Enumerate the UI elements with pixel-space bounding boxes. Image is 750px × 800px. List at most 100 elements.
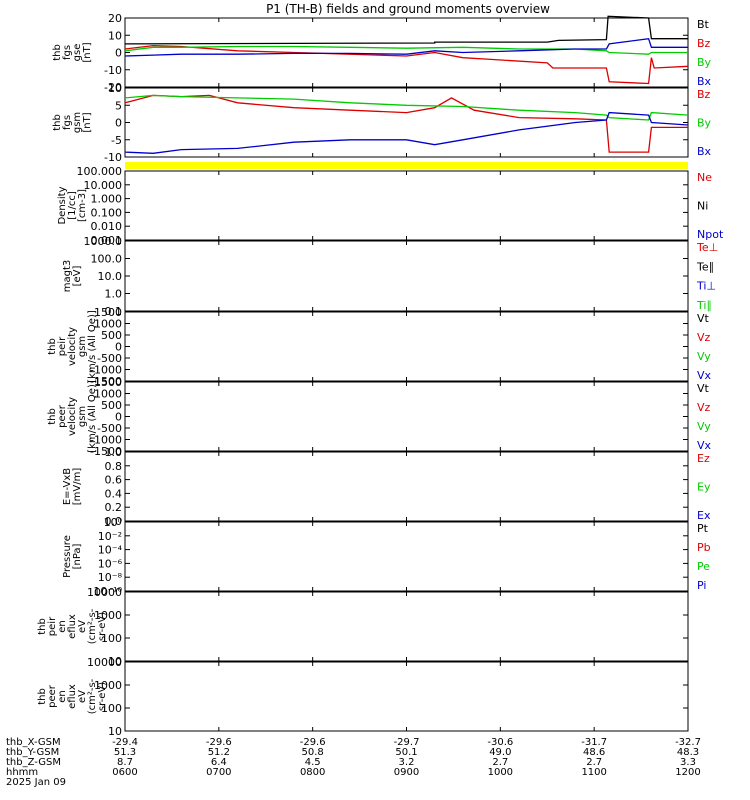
panel-10: 10000 1000 100 10thbpeerenefluxeV(cm²-s-sr-… (37, 656, 689, 738)
legend-label: Ni (697, 200, 708, 213)
x-row-value: 1100 (581, 767, 606, 778)
y-tick-label: 0 (115, 341, 122, 354)
y-tick-label: -20 (104, 81, 122, 94)
y-tick-label: 0.6 (105, 474, 123, 487)
panel-frame (124, 521, 689, 592)
legend-label: Vt (697, 312, 710, 325)
legend-label: Te⊥ (696, 241, 718, 254)
x-row-value: 0900 (394, 767, 419, 778)
y-axis-label: thbpeervelocitygsm[km/s (All Qe)] (47, 380, 98, 453)
x-row-value: 6.4 (211, 757, 227, 768)
y-tick-label: 0.8 (105, 460, 123, 473)
legend-label: Ti∥ (696, 299, 712, 312)
y-tick-label: 100.0 (91, 253, 123, 266)
y-tick-label: 1.0 (105, 288, 123, 301)
y-tick-label: 0.4 (105, 487, 123, 500)
legend-label: By (697, 117, 712, 130)
legend-label: Vx (697, 369, 712, 382)
y-tick-label: 1500 (94, 376, 122, 389)
panel-frame (124, 451, 689, 522)
y-tick-label: -500 (97, 422, 122, 435)
legend-label: Bz (697, 88, 711, 101)
legend-label: Bx (697, 145, 712, 158)
legend-label: Pe (697, 560, 710, 573)
legend-label: Te∥ (696, 260, 714, 273)
legend-label: Bt (697, 18, 710, 31)
x-row-value: -29.4 (112, 737, 138, 748)
y-tick-label: 20 (108, 12, 122, 25)
y-tick-label: 0.001 (91, 234, 123, 247)
y-axis-label: E=-VxB[mV/m] (62, 468, 83, 506)
y-tick-label: 0.0 (105, 515, 123, 528)
y-tick-label: 0 (115, 411, 122, 424)
panel-frame (124, 240, 689, 312)
y-tick-label: 1.000 (91, 193, 123, 206)
y-tick-label: 1.0 (105, 446, 123, 459)
x-row-value: -31.7 (581, 737, 607, 748)
panel-5: 1500 10005000-500-1000-1500thbpeirvelocit… (47, 306, 712, 388)
x-row-value: 0600 (112, 767, 137, 778)
y-axis-label: thbpeirenefluxeV(cm²-s-sr-eV) (37, 608, 108, 644)
legend-label: Pi (697, 579, 706, 592)
legend-label: Npot (697, 228, 724, 241)
x-row-value: 4.5 (305, 757, 321, 768)
y-axis-label: thbpeirvelocitygsm[km/s (All Qe)] (47, 310, 98, 383)
legend-label: Pt (697, 522, 709, 535)
legend-label: Ey (697, 481, 711, 494)
y-tick-label: 10⁻⁶ (98, 557, 123, 570)
x-row-value: 51.3 (114, 747, 136, 758)
legend-label: Ex (697, 509, 711, 522)
series-line-red (124, 44, 689, 85)
legend-label: Vt (697, 382, 710, 395)
y-tick-label: 0.2 (105, 501, 123, 514)
y-tick-label: 0.010 (91, 220, 123, 233)
y-tick-label: 10⁻² (98, 530, 122, 543)
y-tick-label: -10 (104, 151, 122, 164)
x-row-value: 48.3 (677, 747, 699, 758)
x-row-label: thb_Z-GSM (6, 757, 61, 768)
panel-frame (124, 17, 689, 88)
y-tick-label: 1000.0 (84, 235, 123, 248)
x-row-value: 49.0 (489, 747, 511, 758)
legend-label: Pb (697, 541, 711, 554)
y-tick-label: -1000 (90, 364, 122, 377)
y-tick-label: 10⁰ (104, 516, 123, 529)
panel-frame (124, 170, 689, 241)
panel-2: 10 5 0 -5 -10 thbfgsgsm[nT] Bz By Bx (52, 82, 712, 164)
x-row-value: 51.2 (208, 747, 230, 758)
y-tick-label: -1000 (90, 434, 122, 447)
y-tick-label: 10⁻¹⁰ (93, 585, 122, 598)
y-tick-label: -500 (97, 352, 122, 365)
panel-frame (124, 381, 689, 452)
y-tick-label: 1000 (94, 388, 122, 401)
y-tick-label: 0 (115, 47, 122, 60)
y-tick-label: 10⁻⁸ (98, 571, 123, 584)
y-tick-label: -1500 (90, 375, 122, 388)
y-axis-label: thbfgsgse[nT] (52, 42, 93, 62)
date-label: 2025 Jan 09 (6, 777, 66, 788)
y-axis-label: Density[1/cc][cm-3] (57, 186, 88, 224)
y-tick-label: 500 (101, 329, 122, 342)
panel-frame (124, 311, 689, 382)
y-axis-label: Pressure[nPa] (62, 535, 83, 578)
series-line-black (124, 15, 688, 45)
x-row-value: 50.8 (302, 747, 324, 758)
x-row-value: 48.6 (583, 747, 605, 758)
y-tick-label: 0 (115, 117, 122, 130)
series-line-green (124, 94, 689, 121)
x-row-value: 0800 (300, 767, 325, 778)
y-tick-label: 10.000 (84, 179, 123, 192)
x-row-value: 3.2 (399, 757, 415, 768)
legend-label: Bz (697, 37, 711, 50)
y-tick-label: 1000 (94, 318, 122, 331)
y-tick-label: -1500 (90, 445, 122, 458)
legend-label: Bx (697, 75, 712, 88)
x-row-value: -30.6 (487, 737, 513, 748)
y-tick-label: 0.1 (105, 305, 123, 318)
x-row-value: 50.1 (395, 747, 417, 758)
quality-flag-fill (125, 162, 688, 169)
y-tick-label: -5 (111, 134, 122, 147)
y-tick-label: 500 (101, 399, 122, 412)
x-row-label: thb_Y-GSM (6, 747, 59, 758)
